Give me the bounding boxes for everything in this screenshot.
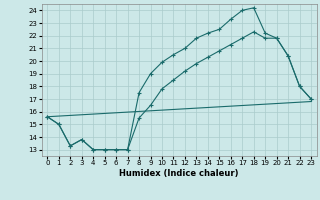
X-axis label: Humidex (Indice chaleur): Humidex (Indice chaleur) — [119, 169, 239, 178]
